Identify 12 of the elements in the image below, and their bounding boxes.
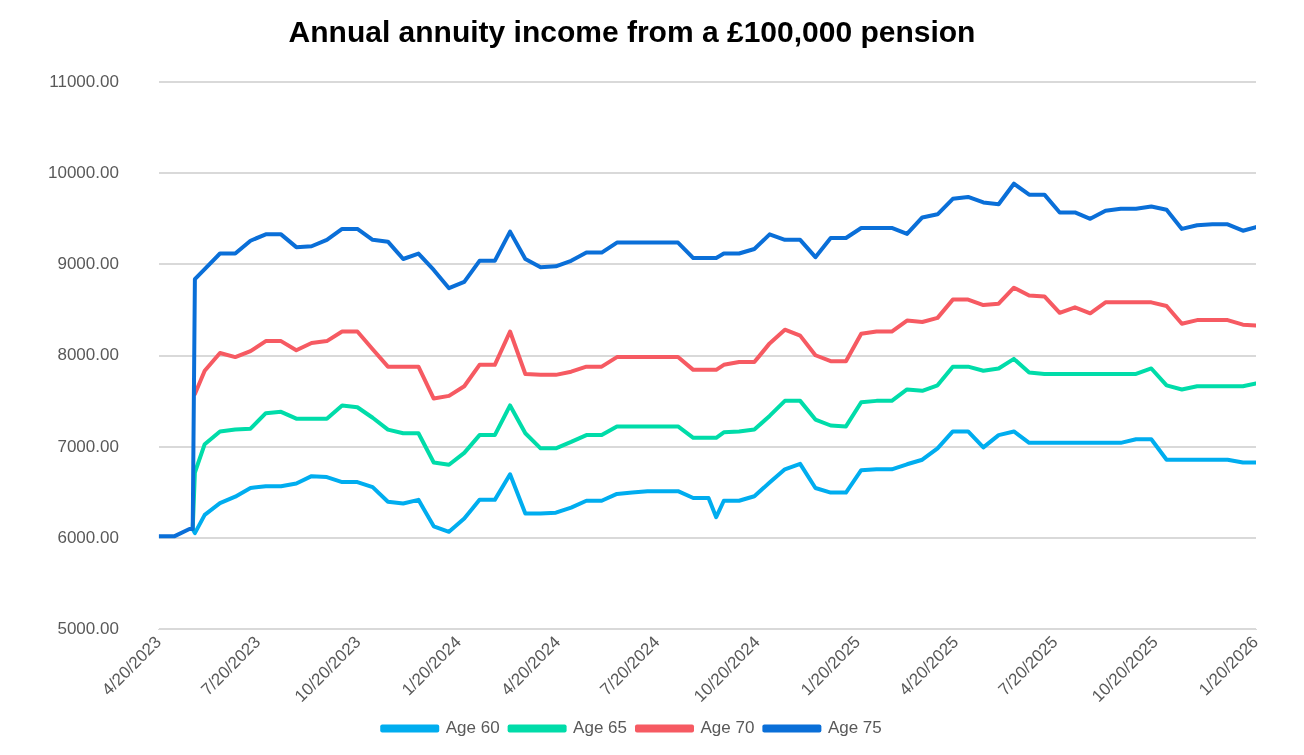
- y-tick-label: 11000.00: [49, 71, 119, 91]
- y-tick-label: 6000.00: [57, 527, 119, 547]
- y-tick-label: 9000.00: [57, 254, 119, 274]
- y-tick-label: 8000.00: [57, 345, 119, 365]
- legend-label: Age 60: [445, 718, 500, 738]
- legend-label: Age 75: [827, 718, 882, 738]
- chart-title: Annual annuity income from a £100,000 pension: [288, 15, 976, 49]
- y-tick-label: 7000.00: [57, 436, 119, 456]
- legend-label: Age 70: [700, 718, 755, 738]
- y-tick-label: 10000.00: [48, 162, 119, 182]
- y-tick-label: 5000.00: [57, 619, 119, 639]
- legend-label: Age 65: [573, 718, 628, 738]
